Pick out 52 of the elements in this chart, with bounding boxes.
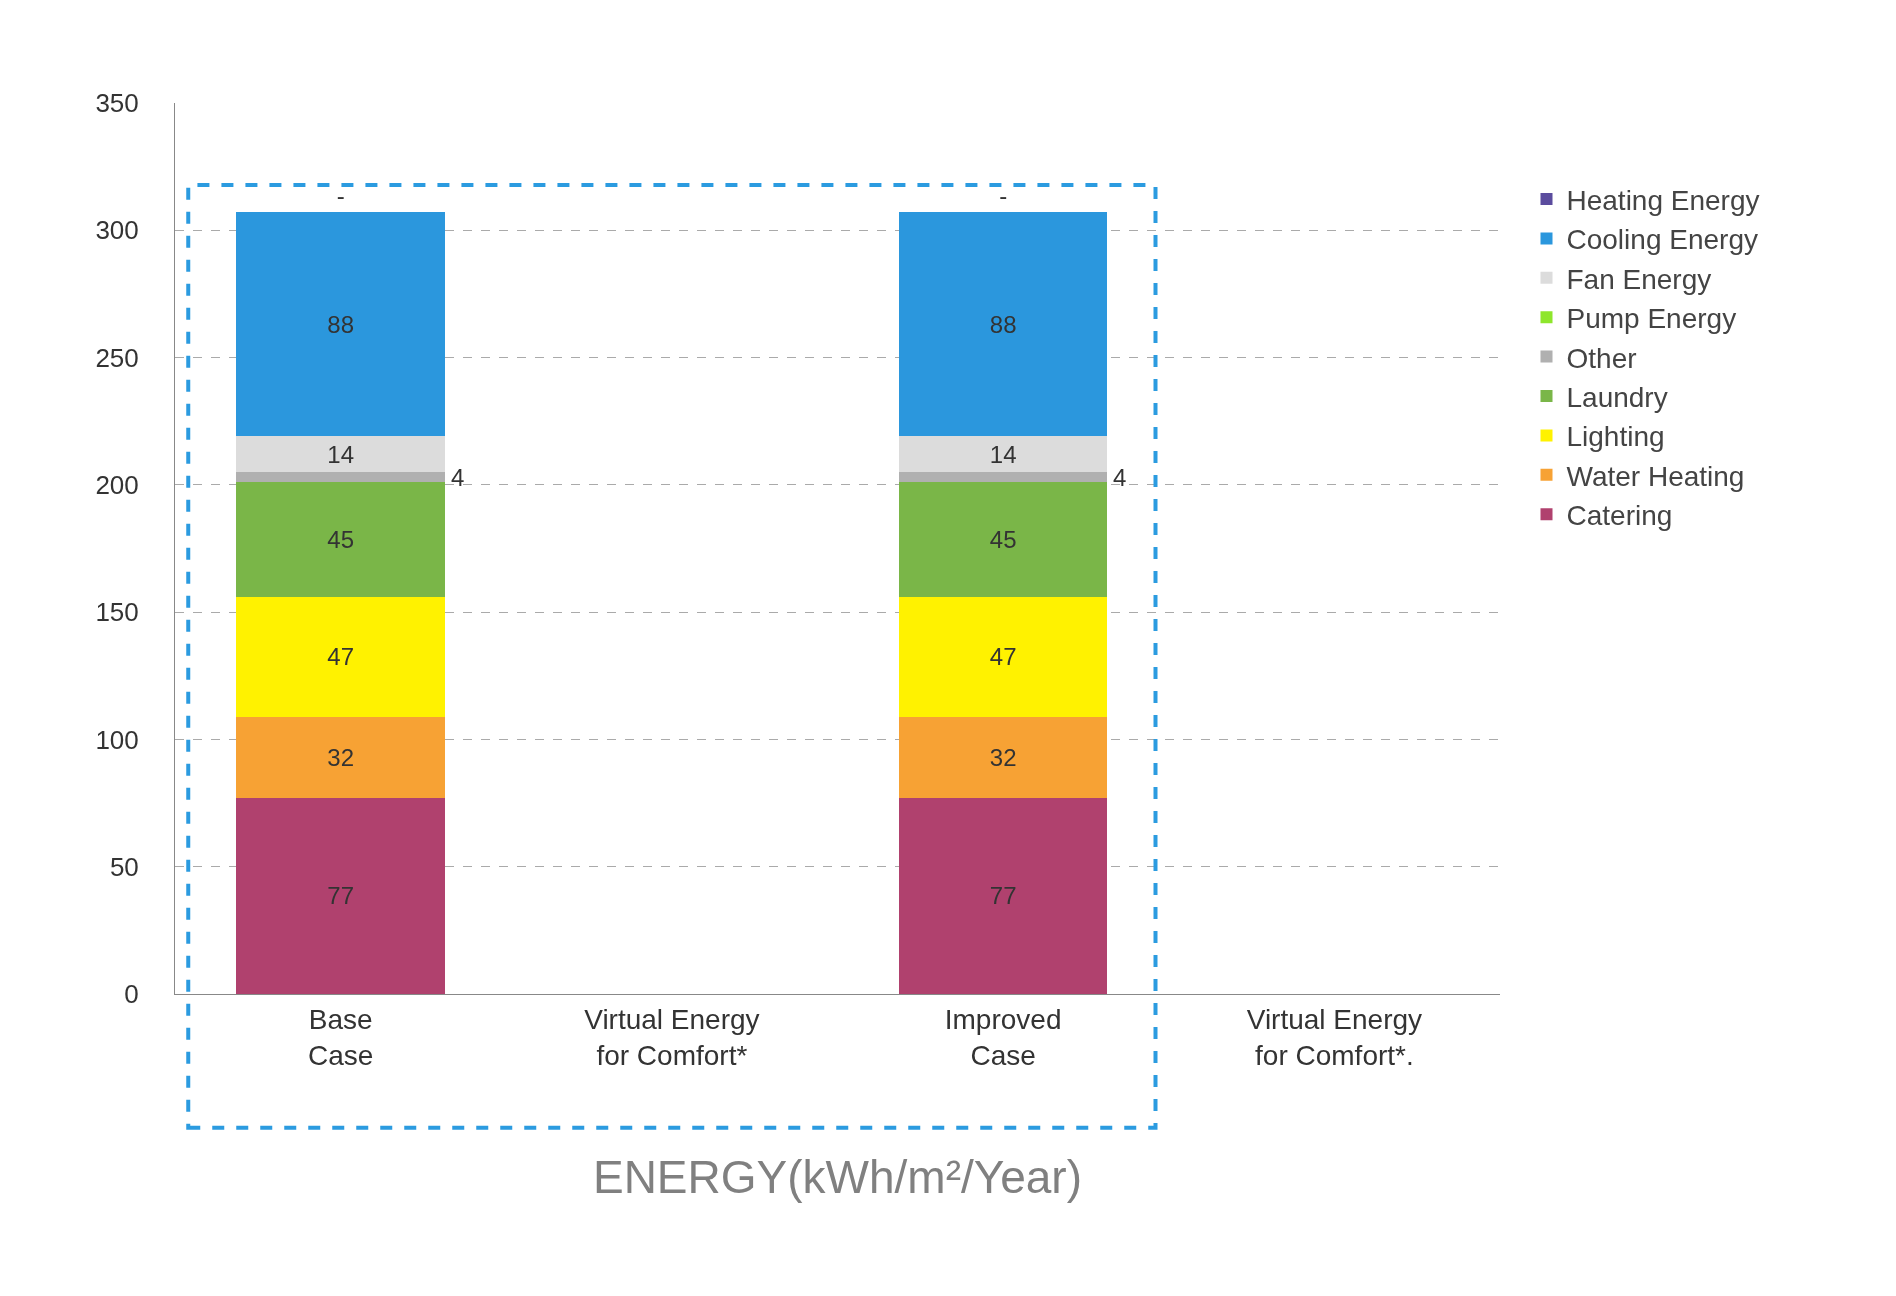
legend-label: Other — [1566, 342, 1637, 374]
bar — [898, 797, 1108, 994]
data-label: 4 — [451, 464, 465, 491]
bar — [236, 596, 445, 717]
bar — [236, 472, 445, 483]
data-label: - — [999, 182, 1008, 210]
y-tick-label: 300 — [95, 215, 139, 246]
y-tick-label: 150 — [95, 597, 139, 628]
data-label: - — [336, 182, 345, 210]
y-tick-label: 50 — [109, 851, 139, 882]
data-label: 14 — [989, 440, 1017, 468]
data-label: 88 — [327, 310, 354, 338]
x-tick-label: Virtual Energy for Comfort* — [584, 1003, 760, 1071]
bar — [898, 716, 1108, 798]
legend-label: Cooling Energy — [1566, 224, 1758, 256]
bar — [236, 212, 445, 437]
legend-label: Fan Energy — [1566, 263, 1712, 295]
legend-label: Catering — [1566, 500, 1673, 532]
bar — [898, 436, 1108, 473]
bar — [236, 482, 445, 597]
data-label: 32 — [327, 743, 354, 771]
x-axis-title: ENERGY(kWh/m²/Year) — [592, 1150, 1083, 1203]
bar — [898, 596, 1108, 717]
legend-label: Water Heating — [1566, 460, 1745, 492]
legend-label: Heating Energy — [1566, 184, 1760, 216]
x-tick-label: Improved Case — [944, 1003, 1062, 1071]
x-tick-label: Virtual Energy for Comfort*. — [1246, 1003, 1423, 1071]
data-label: 14 — [327, 440, 354, 468]
y-tick-label: 350 — [95, 88, 139, 119]
bar — [898, 482, 1108, 597]
y-tick-label: 100 — [95, 724, 139, 755]
legend-label: Laundry — [1566, 381, 1668, 413]
data-label: 47 — [989, 643, 1017, 671]
data-label: 88 — [989, 310, 1017, 338]
bar — [898, 472, 1108, 483]
legend-label: Pump Energy — [1566, 303, 1737, 335]
y-tick-label: 0 — [124, 979, 139, 1010]
y-tick-label: 250 — [95, 342, 139, 373]
bar — [236, 436, 445, 473]
data-label: 47 — [327, 643, 354, 671]
data-label: 4 — [1113, 464, 1127, 491]
x-tick-label: Base Case — [307, 1003, 374, 1071]
bar — [236, 716, 445, 798]
data-label: 45 — [327, 526, 354, 554]
legend-label: Lighting — [1566, 421, 1665, 453]
data-label: 77 — [989, 882, 1017, 910]
data-label: 32 — [989, 743, 1017, 771]
y-tick-label: 200 — [95, 469, 139, 500]
bar — [898, 212, 1108, 437]
data-label: 45 — [989, 526, 1017, 554]
data-label: 77 — [327, 882, 354, 910]
bar — [236, 797, 445, 994]
